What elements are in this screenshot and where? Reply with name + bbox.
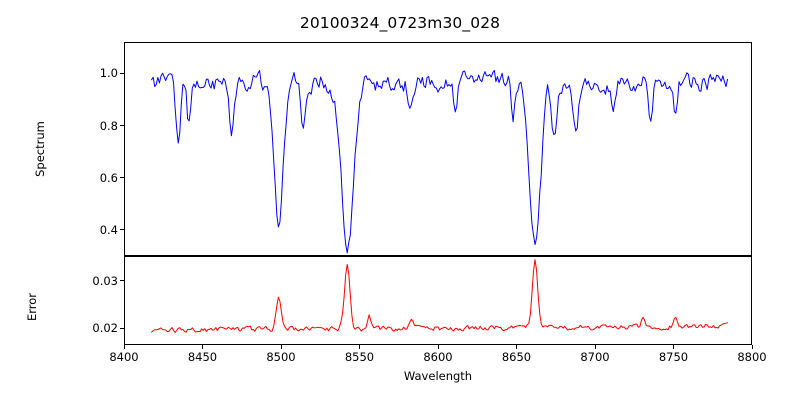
x-tick-mark bbox=[594, 345, 596, 349]
error-line-series bbox=[125, 257, 751, 344]
y-tick-mark-spectrum bbox=[120, 125, 124, 127]
y-tick-label-error: 0.03 bbox=[92, 273, 118, 288]
x-tick-label: 8550 bbox=[344, 350, 375, 364]
x-tick-label: 8400 bbox=[109, 350, 139, 364]
y-tick-label-spectrum: 0.6 bbox=[99, 170, 118, 185]
y-tick-label-spectrum: 0.8 bbox=[99, 118, 118, 133]
x-axis-label: Wavelength bbox=[403, 369, 473, 383]
x-tick-mark bbox=[280, 345, 282, 349]
x-tick-label: 8700 bbox=[580, 350, 610, 364]
y-tick-mark-spectrum bbox=[120, 72, 124, 74]
x-tick-label: 8450 bbox=[187, 350, 218, 364]
y-tick-mark-error bbox=[120, 280, 124, 282]
error-plot-area bbox=[124, 256, 752, 345]
x-tick-mark bbox=[437, 345, 439, 349]
x-tick-label: 8800 bbox=[737, 350, 767, 364]
x-tick-mark bbox=[673, 345, 675, 349]
y-tick-mark-spectrum bbox=[120, 177, 124, 179]
y-tick-label-spectrum: 1.0 bbox=[99, 66, 118, 81]
y-tick-mark-spectrum bbox=[120, 229, 124, 231]
x-tick-label: 8500 bbox=[266, 350, 296, 364]
x-tick-label: 8650 bbox=[501, 350, 532, 364]
x-tick-label: 8600 bbox=[423, 350, 453, 364]
figure-title: 20100324_0723m30_028 bbox=[299, 14, 501, 32]
x-tick-mark bbox=[751, 345, 753, 349]
x-tick-mark bbox=[516, 345, 518, 349]
spectrum-y-axis-label: Spectrum bbox=[33, 121, 47, 177]
y-tick-mark-error bbox=[120, 327, 124, 329]
spectrum-line-series bbox=[125, 43, 751, 255]
x-tick-mark bbox=[202, 345, 204, 349]
x-tick-mark bbox=[123, 345, 125, 349]
y-tick-label-spectrum: 0.4 bbox=[99, 222, 118, 237]
x-tick-mark bbox=[359, 345, 361, 349]
y-tick-label-error: 0.02 bbox=[92, 321, 118, 336]
error-y-axis-label: Error bbox=[25, 292, 39, 322]
x-tick-label: 8750 bbox=[658, 350, 689, 364]
spectrum-plot-area bbox=[124, 42, 752, 256]
